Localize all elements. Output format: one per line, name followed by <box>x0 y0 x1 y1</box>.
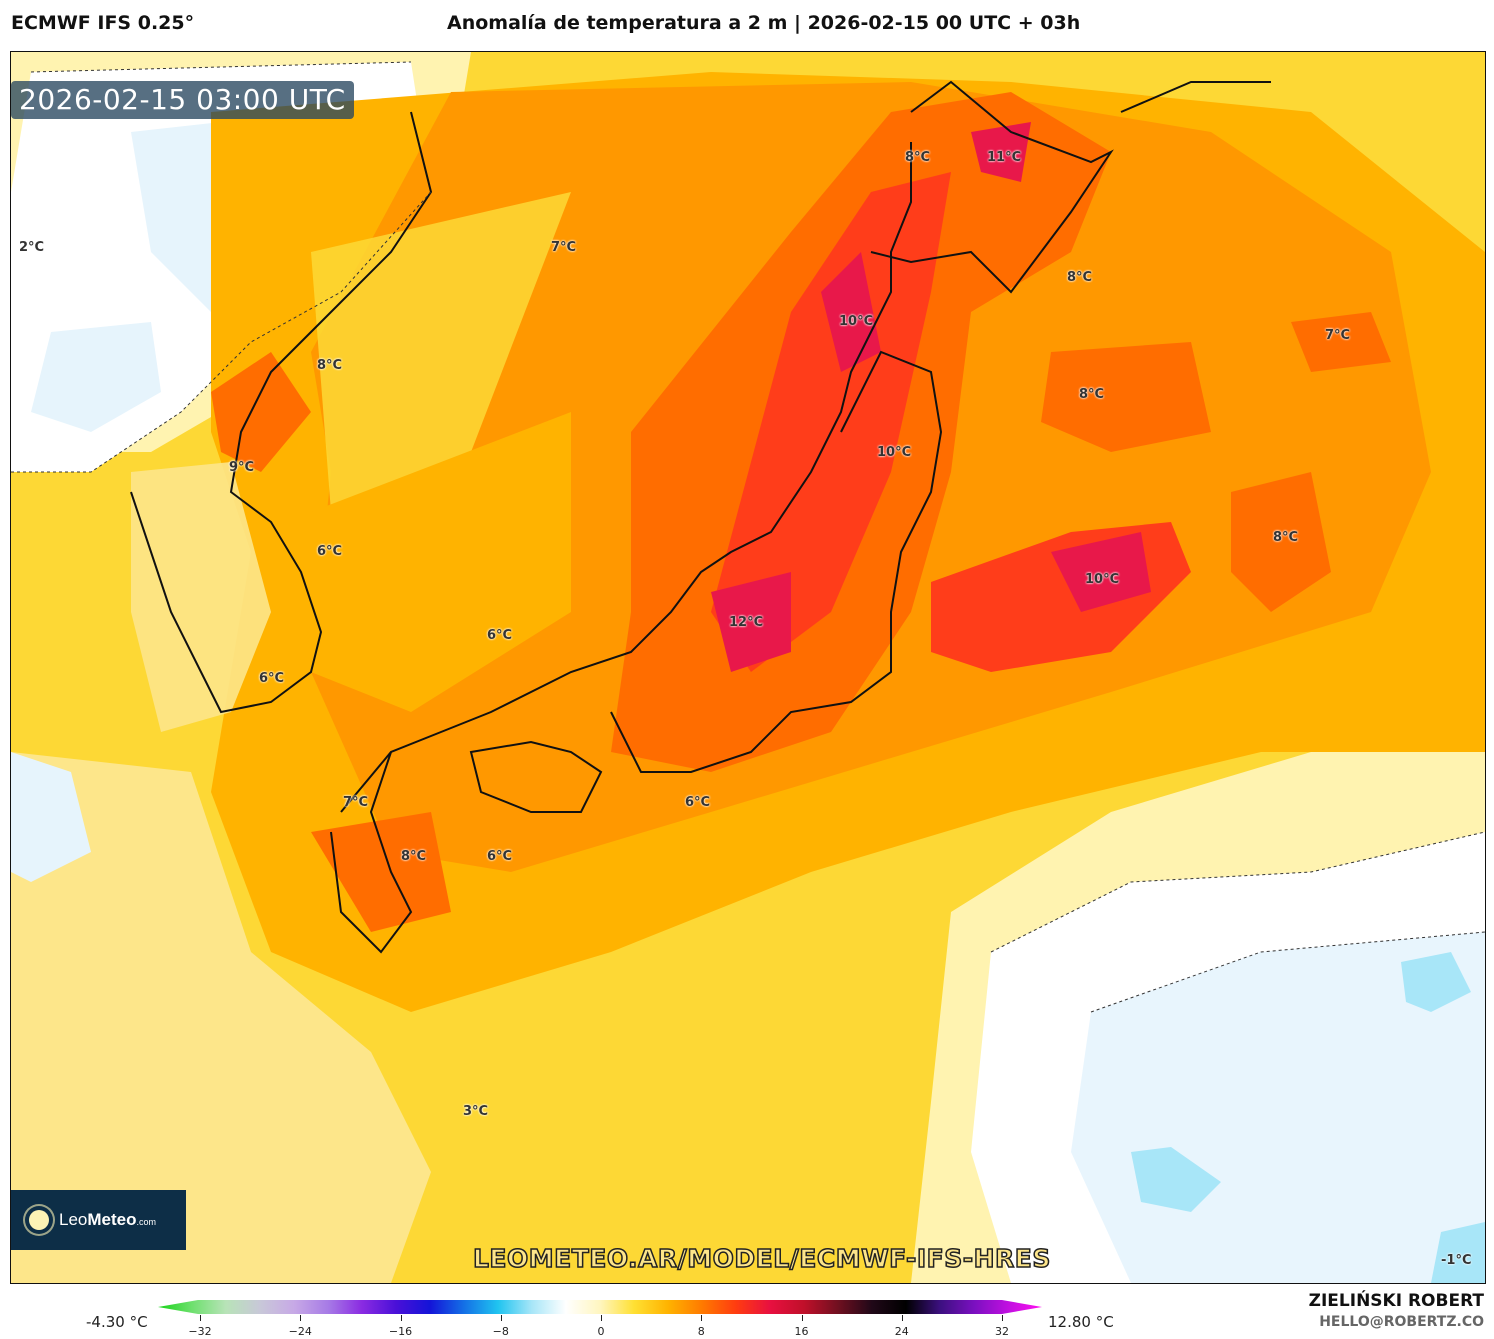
contour-label: 12°C <box>729 615 764 630</box>
colorbar-tick-label: −8 <box>492 1325 509 1338</box>
contour-label: 7°C <box>551 240 577 255</box>
colorbar-tick-label: −32 <box>188 1325 212 1338</box>
colorbar-tick-mark <box>1002 1315 1003 1321</box>
contour-label: 10°C <box>839 314 874 329</box>
contour-label: 6°C <box>487 628 513 643</box>
logo-text: LeoMeteo.com <box>59 1210 157 1229</box>
colorbar-tick-mark <box>200 1315 201 1321</box>
contour-label: 7°C <box>1325 328 1351 343</box>
contour-label: 8°C <box>401 849 427 864</box>
colorbar-tick-mark <box>601 1315 602 1321</box>
colorbar-tick-label: 24 <box>894 1325 909 1338</box>
contour-label: 8°C <box>905 150 931 165</box>
valid-time-badge: 2026-02-15 03:00 UTC <box>11 81 354 119</box>
temperature-anomaly-map[interactable]: 2026-02-15 03:00 UTC 2°C 8°C 11°C 7°C 8°C 10°… <box>10 51 1486 1284</box>
sun-icon <box>29 1210 49 1230</box>
contour-label: 7°C <box>343 795 369 810</box>
colorbar-tick-mark <box>901 1315 903 1321</box>
author-name: ZIELIŃSKI ROBERT <box>1308 1291 1484 1311</box>
leometeo-logo[interactable]: LeoMeteo.com <box>11 1190 186 1250</box>
colorbar-tick-label: −16 <box>388 1325 413 1338</box>
contour-label: 6°C <box>317 544 343 559</box>
contour-label: 10°C <box>877 445 912 460</box>
colorbar-tick-label: 32 <box>995 1325 1009 1338</box>
contour-label: 11°C <box>987 150 1022 165</box>
colorbar-min-label: -4.30 °C <box>86 1313 148 1331</box>
contour-label: 3°C <box>463 1104 489 1119</box>
map-title: Anomalía de temperatura a 2 m | 2026-02-… <box>447 12 1081 34</box>
contour-label: 8°C <box>317 358 343 373</box>
author-email[interactable]: HELLO@ROBERTZ.CO <box>1319 1314 1484 1330</box>
contour-label: -1°C <box>1441 1253 1472 1268</box>
colorbar <box>158 1300 1042 1314</box>
colorbar-tick-label: 0 <box>597 1325 605 1338</box>
contour-label: 10°C <box>1085 572 1120 587</box>
model-label: ECMWF IFS 0.25° <box>11 12 195 34</box>
contour-label: 8°C <box>1079 387 1105 402</box>
contour-label: 9°C <box>229 460 255 475</box>
colorbar-tick-mark <box>300 1315 302 1321</box>
contour-label: 6°C <box>685 795 711 810</box>
anomaly-field <box>11 52 1485 1283</box>
contour-label: 6°C <box>259 671 285 686</box>
colorbar-tick-label: −24 <box>288 1325 312 1338</box>
colorbar-tick-mark <box>400 1315 402 1321</box>
colorbar-tick-mark <box>500 1315 502 1321</box>
contour-label: 2°C <box>19 240 45 255</box>
colorbar-tick-label: 16 <box>794 1325 809 1338</box>
colorbar-max-label: 12.80 °C <box>1048 1313 1114 1331</box>
contour-label: 8°C <box>1273 530 1299 545</box>
colorbar-tick-mark <box>801 1315 803 1321</box>
source-watermark: LEOMETEO.AR/MODEL/ECMWF-IFS-HRES <box>472 1243 1051 1274</box>
contour-label: 6°C <box>487 849 513 864</box>
colorbar-tick-label: 8 <box>697 1325 705 1338</box>
colorbar-ticks: −32 −24 −16 −8 0 8 16 24 32 <box>0 1315 1494 1338</box>
colorbar-tick-mark <box>701 1315 703 1321</box>
contour-label: 8°C <box>1067 270 1093 285</box>
